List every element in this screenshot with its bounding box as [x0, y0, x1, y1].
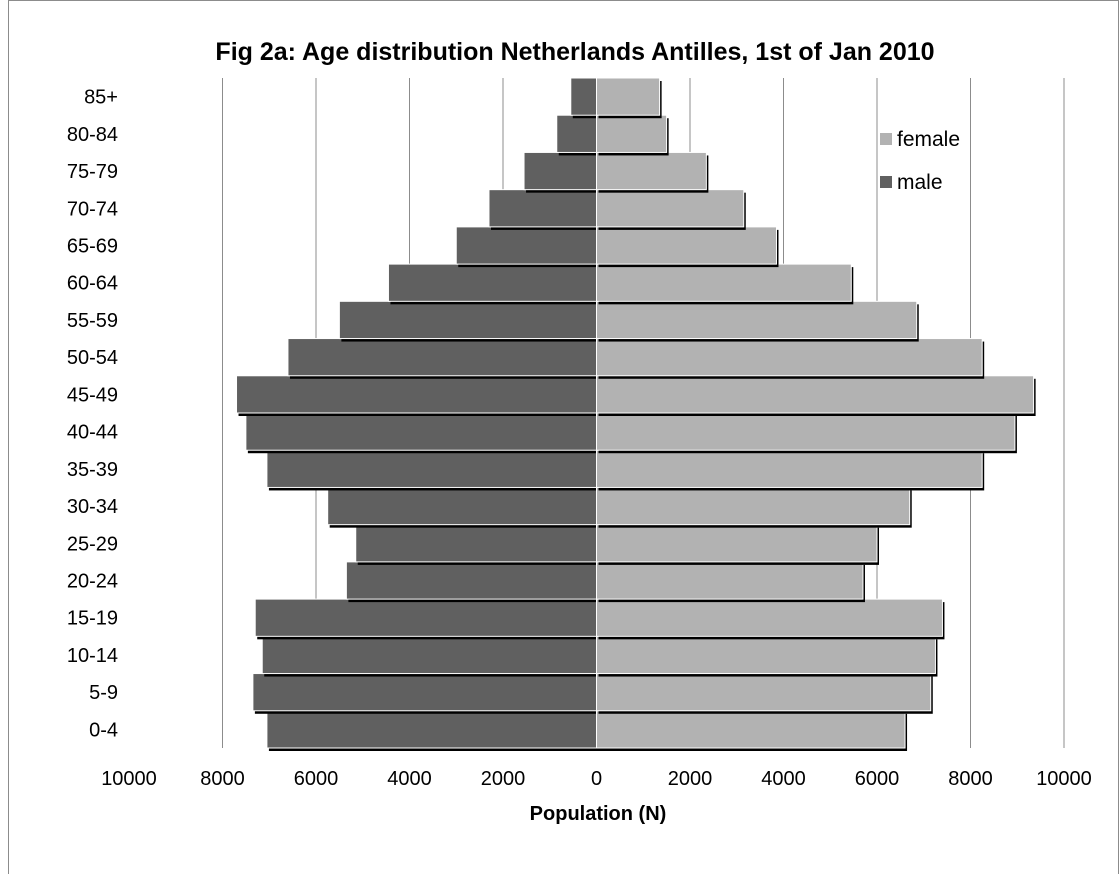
x-axis-label: Population (N) — [530, 803, 667, 825]
bar-male — [236, 375, 597, 414]
female-bars — [596, 77, 1036, 751]
x-tick-label: 6000 — [855, 768, 900, 790]
bar-male — [387, 263, 597, 302]
bar-female — [596, 486, 911, 526]
x-tick-label: 10000 — [101, 768, 157, 790]
category-label: 5-9 — [89, 682, 118, 704]
bar-male — [266, 710, 597, 749]
bar-female — [596, 338, 983, 377]
x-tick-label: 4000 — [761, 768, 806, 790]
male-bars — [236, 77, 599, 751]
bar-male — [327, 486, 597, 526]
bar-female — [596, 151, 707, 191]
bar-female — [596, 375, 1035, 414]
bar-female — [596, 412, 1016, 451]
category-label: 70-74 — [67, 198, 118, 220]
category-label: 20-24 — [67, 571, 118, 593]
category-labels: 0-4 5-9 10-14 15-19 20-24 25-29 30-34 35-39 40-4… — [67, 87, 118, 742]
bar-female — [596, 226, 777, 265]
category-label: 10-14 — [67, 645, 118, 667]
category-label: 50-54 — [67, 347, 118, 369]
bar-female — [596, 561, 864, 600]
legend-swatch-female — [880, 133, 892, 145]
bar-male — [570, 77, 597, 116]
x-tick-label: 0 — [591, 768, 602, 790]
bar-female — [596, 524, 878, 563]
bar-male — [455, 226, 597, 265]
category-label: 45-49 — [67, 384, 118, 406]
bar-male — [252, 673, 597, 712]
category-label: 25-29 — [67, 533, 118, 555]
bar-male — [338, 300, 597, 340]
legend: female male — [880, 128, 960, 194]
bar-male — [488, 189, 598, 228]
bar-female — [596, 710, 906, 749]
category-label: 60-64 — [67, 273, 118, 295]
bar-female — [596, 189, 745, 228]
x-tick-label: 10000 — [1036, 768, 1092, 790]
bar-male — [523, 151, 597, 191]
category-label: 55-59 — [67, 310, 118, 332]
x-tick-label: 8000 — [200, 768, 245, 790]
category-label: 35-39 — [67, 459, 118, 481]
legend-label-male: male — [897, 171, 943, 194]
category-label: 65-69 — [67, 236, 118, 258]
category-label: 0-4 — [89, 719, 118, 741]
bar-male — [287, 338, 597, 377]
x-tick-label: 6000 — [294, 768, 339, 790]
bar-female — [596, 263, 852, 302]
bar-female — [596, 598, 943, 637]
bar-female — [596, 114, 668, 153]
category-label: 30-34 — [67, 496, 118, 518]
bar-female — [596, 673, 932, 712]
category-label: 75-79 — [67, 161, 118, 183]
category-label: 40-44 — [67, 422, 118, 444]
bar-male — [245, 412, 597, 451]
bar-female — [596, 635, 936, 675]
bar-male — [556, 114, 598, 153]
bar-male — [254, 598, 597, 637]
legend-label-female: female — [897, 128, 960, 151]
legend-swatch-male — [880, 176, 892, 188]
x-tick-labels: 10000 8000 6000 4000 2000 0 2000 4000 6000 8000 10… — [101, 768, 1092, 790]
category-label: 85+ — [84, 87, 118, 109]
bar-female — [596, 449, 983, 488]
bar-male — [266, 449, 597, 488]
x-tick-label: 2000 — [481, 768, 526, 790]
bar-male — [355, 524, 597, 563]
x-tick-label: 8000 — [948, 768, 993, 790]
category-label: 15-19 — [67, 608, 118, 630]
bar-male — [261, 635, 597, 675]
chart-title: Fig 2a: Age distribution Netherlands Ant… — [215, 38, 934, 66]
bar-male — [345, 561, 598, 600]
x-tick-label: 4000 — [387, 768, 432, 790]
bar-female — [596, 300, 918, 340]
x-tick-label: 2000 — [668, 768, 713, 790]
bar-female — [596, 77, 661, 116]
category-label: 80-84 — [67, 124, 118, 146]
